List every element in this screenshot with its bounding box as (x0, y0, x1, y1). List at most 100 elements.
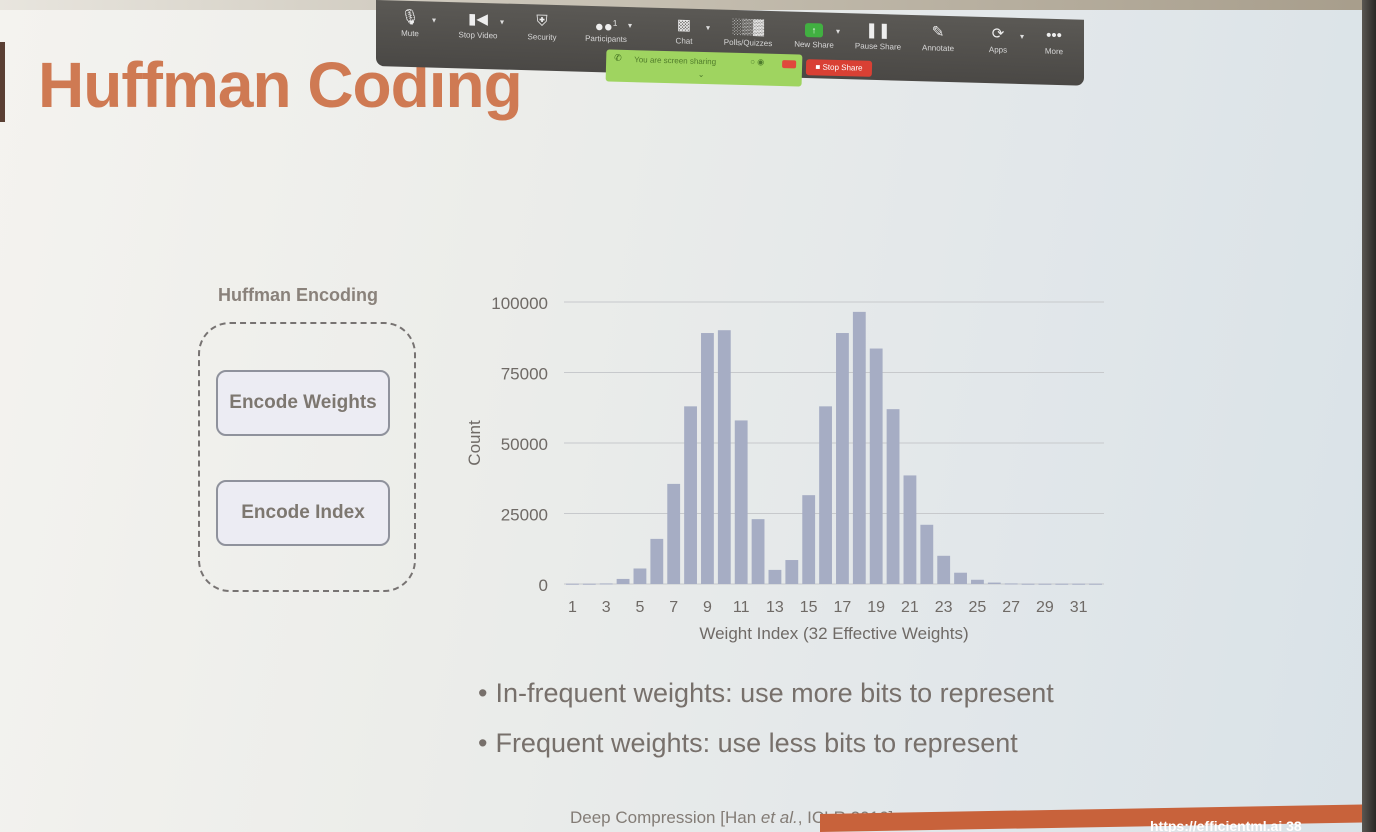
bullet-item: • Frequent weights: use less bits to repr… (478, 728, 1018, 759)
chevron-down-icon[interactable]: ⌄ (697, 69, 705, 80)
histogram-bar (987, 582, 1001, 584)
histogram-bar (1021, 583, 1035, 585)
y-tick-label: 100000 (491, 294, 548, 313)
screen-sharing-text: You are screen sharing (634, 55, 717, 67)
histogram-bar (836, 333, 849, 584)
bullet-item: • In-frequent weights: use more bits to r… (478, 678, 1054, 709)
histogram-bar (667, 483, 681, 584)
y-tick-label: 25000 (501, 506, 548, 525)
x-tick-label: 21 (901, 599, 919, 616)
x-tick-label: 17 (834, 599, 852, 616)
banner-shield-icon: ○ ◉ (750, 57, 765, 67)
slide-left-accent-bar (0, 42, 5, 122)
histogram-bar (566, 583, 579, 585)
x-axis-label: Weight Index (32 Effective Weights) (699, 624, 968, 643)
histogram-bar (1072, 583, 1086, 585)
y-tick-label: 50000 (501, 435, 548, 454)
toolbar-participants-button[interactable]: ●●1 Participants ▾ (574, 12, 638, 45)
pencil-icon: ✎ (931, 23, 945, 41)
toolbar-pause-share-button[interactable]: ❚❚ Pause Share (846, 19, 910, 52)
toolbar-security-button[interactable]: ⛨ Security (510, 10, 574, 43)
citation-italic: et al. (760, 808, 798, 827)
footer-url: https://efficientml.ai 38 (1150, 818, 1302, 832)
toolbar-label: Annotate (921, 43, 955, 54)
y-tick-label: 75000 (501, 365, 548, 384)
huffman-encoding-group (198, 322, 416, 592)
pause-icon: ❚❚ (865, 21, 891, 40)
x-tick-label: 25 (969, 599, 987, 616)
toolbar-polls-button[interactable]: ░▒▓ Polls/Quizzes (716, 15, 780, 48)
screen-top-edge (0, 0, 1376, 10)
x-tick-label: 1 (568, 599, 577, 616)
screen-sharing-banner[interactable]: ✆ You are screen sharing ○ ◉ ⌄ (605, 49, 803, 87)
histogram-bar (768, 569, 782, 584)
histogram-bar (684, 406, 697, 584)
toolbar-mute-button[interactable]: 🎙 Mute ▾ (378, 6, 442, 39)
histogram-bar (802, 495, 816, 584)
histogram-bar (903, 475, 917, 584)
toolbar-label: Security (527, 32, 557, 43)
histogram-bar (869, 348, 883, 584)
stop-square-icon: ■ (815, 62, 821, 72)
histogram-bar (751, 519, 765, 584)
toolbar-label: Polls/Quizzes (723, 37, 773, 49)
histogram-bar (937, 555, 951, 584)
chevron-down-icon[interactable]: ▾ (705, 23, 710, 33)
histogram-bar (954, 572, 967, 584)
toolbar-label: Stop Video (458, 30, 498, 41)
toolbar-label: Mute (401, 28, 419, 39)
histogram-bar (1004, 583, 1018, 585)
bullet-dot-icon: • (478, 728, 488, 758)
toolbar-annotate-button[interactable]: ✎ Annotate (906, 21, 970, 54)
histogram-bar (599, 583, 613, 585)
x-tick-label: 19 (867, 599, 885, 616)
y-tick-label: 0 (539, 576, 548, 595)
x-tick-label: 5 (635, 599, 644, 616)
encode-weights-box: Encode Weights (216, 370, 390, 436)
chevron-down-icon[interactable]: ▾ (431, 15, 436, 25)
banner-stop-chip-icon[interactable] (782, 60, 797, 69)
toolbar-more-button[interactable]: ••• More (1022, 24, 1086, 57)
bullet-text: In-frequent weights: use more bits to re… (495, 678, 1054, 708)
toolbar-label: Pause Share (854, 41, 902, 52)
shield-icon: ⛨ (536, 12, 548, 30)
x-tick-label: 11 (733, 599, 750, 616)
histogram-bar (717, 330, 731, 584)
participants-count: 1 (612, 18, 618, 28)
histogram-bar (785, 560, 799, 584)
citation-text: Deep Compression [Han (570, 808, 761, 827)
histogram-bar (886, 409, 900, 584)
histogram-bar (616, 578, 630, 584)
x-tick-label: 9 (703, 599, 712, 616)
stop-share-label: Stop Share (822, 62, 863, 73)
toolbar-apps-button[interactable]: ⟳ Apps ▾ (966, 22, 1030, 55)
x-tick-label: 3 (602, 599, 611, 616)
toolbar-chat-button[interactable]: ▩ Chat ▾ (652, 14, 716, 47)
toolbar-label: Apps (988, 45, 1008, 55)
chevron-down-icon[interactable]: ▾ (627, 21, 632, 31)
histogram-bar (1089, 583, 1102, 585)
more-dots-icon: ••• (1046, 26, 1062, 45)
stop-share-button[interactable]: ■ Stop Share (805, 59, 873, 77)
chevron-down-icon[interactable]: ▾ (835, 26, 840, 36)
x-tick-label: 31 (1070, 599, 1088, 616)
histogram-bar (971, 579, 984, 584)
histogram-bar (819, 406, 832, 584)
x-tick-label: 27 (1002, 599, 1020, 616)
toolbar-label: Chat (675, 36, 693, 46)
x-tick-label: 29 (1036, 599, 1054, 616)
toolbar-label: Participants (585, 33, 627, 45)
chevron-down-icon[interactable]: ▾ (499, 17, 504, 27)
toolbar-stop-video-button[interactable]: ▮◀ Stop Video ▾ (446, 8, 510, 41)
bullet-text: Frequent weights: use less bits to repre… (495, 728, 1018, 758)
histogram-bar (633, 568, 647, 584)
toolbar-new-share-button[interactable]: ↑ New Share ▾ (782, 17, 846, 50)
x-tick-label: 7 (669, 599, 678, 616)
bar-chart-icon: ░▒▓ (731, 17, 765, 36)
screen-bezel (1362, 0, 1376, 832)
y-axis-label: Count (465, 420, 484, 466)
huffman-encoding-heading: Huffman Encoding (218, 285, 378, 305)
encode-index-box: Encode Index (216, 480, 390, 546)
toolbar-label: New Share (794, 39, 834, 50)
